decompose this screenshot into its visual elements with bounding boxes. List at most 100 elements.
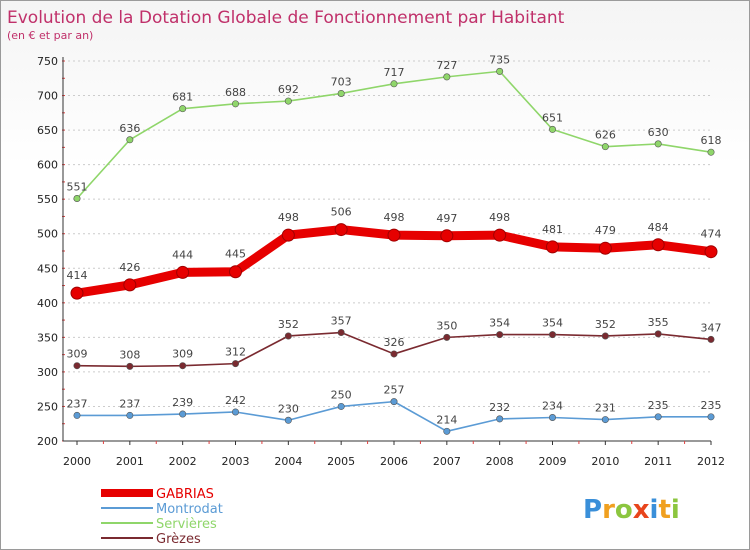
data-label: 497	[436, 212, 457, 225]
data-label: 692	[278, 83, 299, 96]
chart-title: Evolution de la Dotation Globale de Fonc…	[7, 8, 565, 28]
data-point	[284, 332, 292, 340]
data-label: 474	[701, 228, 722, 241]
y-tick-label: 600	[37, 159, 58, 172]
svg-text:Proxiti: Proxiti	[583, 495, 680, 525]
data-label: 235	[648, 399, 669, 412]
data-point	[654, 413, 662, 421]
data-point	[123, 278, 137, 292]
data-point	[546, 240, 559, 254]
data-point	[229, 265, 242, 279]
proxiti-logo: Proxiti	[583, 495, 680, 525]
data-point	[284, 97, 292, 105]
legend-entry: Servières	[156, 517, 217, 532]
data-label: 498	[489, 211, 510, 224]
data-point	[390, 80, 398, 88]
data-label: 618	[701, 134, 722, 147]
data-point	[126, 362, 134, 370]
legend-entry: Montrodat	[156, 502, 223, 517]
x-tick-label: 2007	[433, 455, 461, 468]
x-tick-label: 2011	[644, 455, 672, 468]
data-point	[601, 332, 609, 340]
data-label: 681	[172, 91, 193, 104]
data-point	[651, 238, 665, 252]
y-tick-label: 250	[37, 400, 58, 413]
data-label: 445	[225, 248, 246, 261]
legend-entry: GABRIAS	[156, 487, 214, 502]
data-label: 235	[701, 399, 722, 412]
data-label: 636	[119, 122, 140, 135]
data-point	[73, 411, 81, 419]
y-tick-label: 550	[37, 193, 58, 206]
x-tick-label: 2004	[274, 455, 302, 468]
x-tick-label: 2002	[169, 455, 197, 468]
data-label: 309	[67, 348, 88, 361]
y-tick-label: 700	[37, 90, 58, 103]
data-point	[126, 136, 134, 144]
data-point	[598, 241, 612, 255]
x-tick-label: 2008	[486, 455, 514, 468]
data-point	[73, 194, 81, 202]
y-tick-label: 450	[37, 262, 58, 275]
data-label: 350	[436, 319, 457, 332]
x-tick-label: 2012	[697, 455, 725, 468]
chart-subtitle: (en € et par an)	[7, 29, 93, 42]
data-point	[601, 416, 609, 424]
y-tick-label: 500	[37, 228, 58, 241]
data-point	[707, 335, 715, 343]
data-point	[70, 286, 84, 300]
data-label: 312	[225, 346, 246, 359]
y-tick-label: 400	[37, 297, 58, 310]
data-point	[493, 228, 507, 242]
data-label: 630	[648, 126, 669, 139]
data-label: 357	[331, 315, 352, 328]
data-label: 214	[436, 413, 457, 426]
data-point	[704, 245, 718, 259]
data-label: 626	[595, 129, 616, 142]
data-point	[707, 148, 715, 156]
data-point	[179, 410, 187, 418]
data-point	[337, 402, 345, 410]
data-label: 481	[542, 223, 563, 236]
data-point	[390, 398, 398, 406]
data-point	[337, 89, 345, 97]
data-label: 354	[489, 317, 510, 330]
data-label: 352	[595, 318, 616, 331]
data-label: 426	[119, 261, 140, 274]
data-point	[232, 408, 240, 416]
data-label: 347	[701, 321, 722, 334]
x-tick-label: 2005	[327, 455, 355, 468]
data-label: 230	[278, 402, 299, 415]
data-label: 242	[225, 394, 246, 407]
data-label: 237	[67, 397, 88, 410]
data-point	[232, 360, 240, 368]
data-label: 484	[648, 221, 669, 234]
data-label: 651	[542, 111, 563, 124]
data-label: 326	[384, 336, 405, 349]
data-label: 309	[172, 348, 193, 361]
data-label: 239	[172, 396, 193, 409]
data-label: 231	[595, 402, 616, 415]
data-label: 352	[278, 318, 299, 331]
data-point	[281, 228, 295, 242]
data-point	[176, 265, 190, 279]
data-label: 250	[331, 388, 352, 401]
x-tick-label: 2003	[222, 455, 250, 468]
data-label: 354	[542, 317, 563, 330]
data-point	[390, 350, 398, 358]
y-tick-label: 200	[37, 435, 58, 448]
x-tick-label: 2010	[591, 455, 619, 468]
data-point	[548, 331, 556, 339]
data-point	[654, 140, 662, 148]
data-label: 506	[331, 206, 352, 219]
data-label: 551	[67, 180, 88, 193]
y-tick-label: 350	[37, 331, 58, 344]
data-point	[337, 329, 345, 337]
data-label: 727	[436, 59, 457, 72]
data-label: 414	[67, 269, 88, 282]
x-tick-label: 2000	[63, 455, 91, 468]
data-label: 237	[119, 397, 140, 410]
data-point	[601, 143, 609, 151]
